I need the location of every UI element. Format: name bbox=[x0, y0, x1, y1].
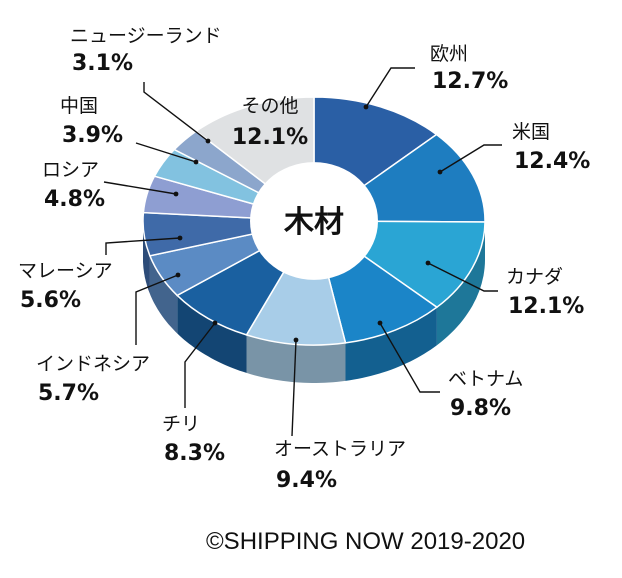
slice-name-10: 中国 bbox=[60, 95, 98, 117]
leader-dot-8 bbox=[177, 235, 183, 241]
slice-value-6: 8.3% bbox=[164, 441, 225, 466]
slice-value-3: 12.1% bbox=[508, 294, 584, 319]
leader-line-3 bbox=[427, 262, 498, 292]
leader-dot-4 bbox=[377, 320, 383, 326]
leader-line-8 bbox=[105, 237, 181, 255]
side-wall-3 bbox=[436, 222, 485, 346]
leader-dot-10 bbox=[193, 159, 199, 165]
slice-value-1: 12.7% bbox=[432, 69, 508, 94]
leader-dot-7 bbox=[175, 272, 181, 278]
leader-line-9 bbox=[103, 181, 177, 195]
leader-line-7 bbox=[135, 274, 179, 345]
slice-name-9: ロシア bbox=[42, 159, 99, 181]
slice-name-11: ニュージーランド bbox=[70, 25, 222, 47]
slice-value-2: 12.4% bbox=[514, 149, 590, 174]
side-wall-6 bbox=[177, 295, 247, 373]
leader-dot-3 bbox=[425, 260, 431, 266]
leader-dot-2 bbox=[437, 169, 443, 175]
side-wall-4 bbox=[345, 307, 437, 381]
slice-labels: 欧州 12.7% 米国 12.4% カナダ 12.1% ベトナム 9.8% オーストラリア 9.4… bbox=[18, 25, 590, 493]
leader-line-6 bbox=[184, 322, 216, 408]
leader-line-10 bbox=[135, 142, 197, 163]
leader-line-2 bbox=[439, 144, 502, 173]
slice-name-7: インドネシア bbox=[36, 353, 150, 375]
leader-line-11 bbox=[143, 82, 209, 142]
slice-name-2: 米国 bbox=[512, 121, 550, 143]
slice-value-10: 3.9% bbox=[62, 123, 123, 148]
leader-line-4 bbox=[379, 322, 440, 393]
leader-dot-5 bbox=[293, 337, 299, 343]
slice-name-5: オーストラリア bbox=[274, 438, 406, 460]
side-wall-5 bbox=[246, 334, 346, 383]
leader-line-5 bbox=[291, 339, 297, 437]
slice-value-7: 5.7% bbox=[38, 381, 99, 406]
side-wall-7 bbox=[149, 255, 178, 334]
slice-name-12: その他 bbox=[241, 95, 298, 117]
leader-dot-1 bbox=[363, 104, 369, 110]
leader-dot-9 bbox=[173, 191, 179, 197]
leader-dot-11 bbox=[205, 138, 211, 144]
slice-value-11: 3.1% bbox=[72, 51, 133, 76]
slice-name-1: 欧州 bbox=[430, 43, 468, 65]
slice-value-4: 9.8% bbox=[450, 396, 511, 421]
donut-hole bbox=[250, 162, 378, 280]
center-label: 木材 bbox=[283, 205, 344, 240]
leader-dot-6 bbox=[212, 320, 218, 326]
leader-line-1 bbox=[365, 67, 415, 108]
slice-value-12: 12.1% bbox=[232, 125, 308, 150]
slice-value-9: 4.8% bbox=[44, 187, 105, 212]
slice-name-6: チリ bbox=[162, 413, 200, 435]
slice-value-5: 9.4% bbox=[276, 468, 337, 493]
copyright-text: ©SHIPPING NOW 2019-2020 bbox=[206, 528, 526, 555]
donut-side-walls bbox=[143, 221, 485, 383]
slice-name-3: カナダ bbox=[506, 266, 563, 288]
slice-name-4: ベトナム bbox=[448, 368, 523, 390]
slice-value-8: 5.6% bbox=[20, 288, 81, 313]
slice-name-8: マレーシア bbox=[18, 260, 113, 282]
